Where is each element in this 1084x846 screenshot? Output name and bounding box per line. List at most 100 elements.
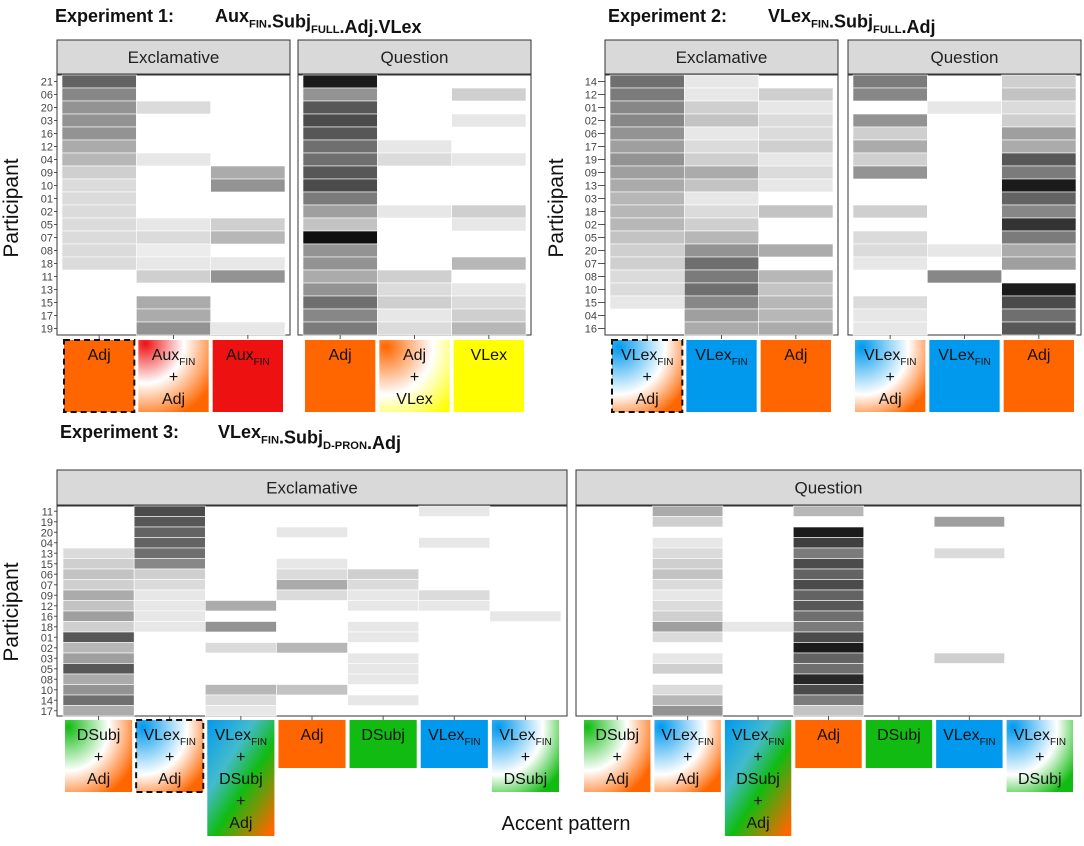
participant-tick: 18 bbox=[585, 207, 597, 219]
heatmap-cell bbox=[684, 152, 759, 167]
heatmap-cell bbox=[276, 558, 348, 570]
heatmap-cell bbox=[61, 217, 137, 232]
heatmap-cell bbox=[133, 558, 206, 570]
participant-tick: 06 bbox=[41, 569, 53, 581]
heatmap-cell bbox=[933, 652, 1005, 664]
heatmap-cell bbox=[451, 204, 527, 219]
facet-label: Question bbox=[380, 48, 448, 67]
accent-pattern-box bbox=[64, 340, 135, 412]
participant-tick: 13 bbox=[41, 548, 53, 560]
heatmap-cell bbox=[276, 579, 348, 591]
heatmap-cell bbox=[609, 282, 685, 297]
heatmap-cell bbox=[758, 139, 834, 154]
heatmap-cell bbox=[792, 537, 865, 549]
heatmap-cell bbox=[347, 663, 420, 675]
heatmap-cell bbox=[61, 100, 137, 115]
heatmap-cell bbox=[852, 256, 928, 271]
heatmap-cell bbox=[609, 191, 685, 206]
heatmap-cell bbox=[609, 230, 685, 245]
accent-pattern-label: AuxFIN bbox=[152, 347, 196, 368]
accent-pattern-label: Adj bbox=[87, 771, 110, 788]
heatmap-cell bbox=[302, 256, 378, 271]
heatmap-cell bbox=[210, 217, 286, 232]
heatmap-cell bbox=[61, 87, 137, 102]
heatmap-cell bbox=[302, 269, 378, 284]
heatmap-cell bbox=[133, 568, 206, 580]
heatmap-cell bbox=[62, 600, 135, 612]
heatmap-cell bbox=[302, 282, 378, 297]
accent-plus: + bbox=[169, 369, 178, 386]
heatmap-cell bbox=[61, 256, 137, 271]
participant-tick: 11 bbox=[42, 272, 53, 284]
x-axis-label: Accent pattern bbox=[502, 813, 631, 835]
heatmap-cell bbox=[684, 139, 759, 154]
heatmap-cell bbox=[1001, 308, 1077, 323]
heatmap-cell bbox=[609, 243, 685, 258]
accent-pattern-label: Adj bbox=[747, 815, 770, 832]
heatmap-cell bbox=[276, 568, 348, 580]
heatmap-cell bbox=[204, 705, 277, 717]
heatmap-cell bbox=[1001, 243, 1077, 258]
accent-pattern-label: Adj bbox=[676, 771, 699, 788]
heatmap-cell bbox=[62, 579, 135, 591]
heatmap-cell bbox=[210, 178, 286, 193]
heatmap-cell bbox=[347, 673, 420, 685]
accent-pattern-box bbox=[686, 340, 757, 412]
heatmap-cell bbox=[684, 230, 759, 245]
heatmap-cell bbox=[377, 139, 452, 154]
heatmap-cell bbox=[792, 705, 865, 717]
heatmap-cell bbox=[684, 308, 759, 323]
accent-pattern-label: DSubj bbox=[504, 771, 548, 788]
heatmap-cell bbox=[852, 152, 928, 167]
heatmap-cell bbox=[302, 74, 378, 89]
participant-tick: 21 bbox=[41, 77, 53, 89]
y-axis-label: Participant bbox=[545, 158, 568, 257]
heatmap-cell bbox=[451, 256, 527, 271]
heatmap-cell bbox=[792, 631, 865, 643]
heatmap-cell bbox=[1001, 139, 1077, 154]
heatmap-cell bbox=[792, 579, 865, 591]
heatmap-cell bbox=[758, 321, 834, 336]
accent-pattern-label: VLexFIN bbox=[499, 727, 551, 748]
heatmap-cell bbox=[136, 243, 211, 258]
heatmap-cell bbox=[652, 505, 724, 517]
experiment-title: Experiment 1: bbox=[55, 6, 174, 26]
facet-strip bbox=[604, 39, 839, 75]
accent-pattern-box bbox=[136, 720, 204, 792]
participant-tick: 10 bbox=[41, 181, 53, 193]
heatmap-cell bbox=[684, 204, 759, 219]
accent-pattern-label: Adj bbox=[1027, 347, 1050, 364]
heatmap-cell bbox=[852, 74, 928, 89]
heatmap-cell bbox=[302, 295, 378, 310]
experiment-title: Experiment 3: bbox=[60, 422, 179, 442]
heatmap-cell bbox=[609, 165, 685, 180]
heatmap-cell bbox=[377, 295, 452, 310]
accent-pattern-label: VLexFIN bbox=[428, 727, 480, 748]
participant-tick: 17 bbox=[585, 142, 597, 154]
heatmap-cell bbox=[302, 165, 378, 180]
heatmap-cell bbox=[852, 295, 928, 310]
participant-tick: 14 bbox=[41, 695, 53, 707]
participant-tick: 16 bbox=[41, 129, 53, 141]
participant-tick: 12 bbox=[41, 142, 53, 154]
accent-pattern-label: Adj bbox=[817, 727, 840, 744]
heatmap-cell bbox=[347, 568, 420, 580]
participant-tick: 11 bbox=[42, 506, 53, 518]
heatmap-cell bbox=[62, 673, 135, 685]
facet-strip bbox=[847, 39, 1082, 75]
heatmap-cell bbox=[684, 165, 759, 180]
heatmap-cell bbox=[684, 74, 759, 89]
facet-label: Question bbox=[930, 48, 998, 67]
accent-pattern-label: VLexFIN bbox=[1014, 727, 1066, 748]
accent-plus: + bbox=[642, 369, 651, 386]
heatmap-cell bbox=[1001, 204, 1077, 219]
accent-pattern-box bbox=[65, 720, 133, 792]
accent-plus: + bbox=[236, 749, 245, 766]
accent-pattern-box bbox=[379, 340, 450, 412]
participant-tick: 02 bbox=[41, 207, 53, 219]
heatmap-cell bbox=[136, 152, 211, 167]
heatmap-cell bbox=[62, 684, 135, 696]
accent-plus: + bbox=[236, 793, 245, 810]
heatmap-cell bbox=[792, 547, 865, 559]
